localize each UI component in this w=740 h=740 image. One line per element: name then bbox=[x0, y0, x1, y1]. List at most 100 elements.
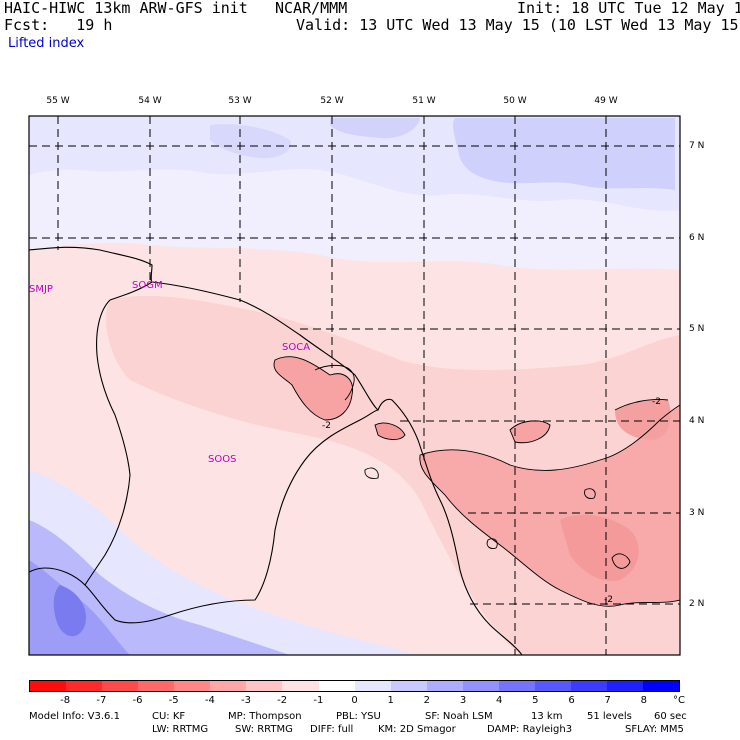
colorbar-tick-label: 8 bbox=[640, 695, 648, 706]
contour-label: -2 bbox=[652, 397, 661, 407]
colorbar-swatch bbox=[174, 681, 211, 691]
lat-label: 7 N bbox=[689, 141, 705, 151]
init-time: Init: 18 UTC Tue 12 May 15 bbox=[517, 0, 740, 17]
colorbar-swatch bbox=[102, 681, 139, 691]
model-info-item: SW: RRTMG bbox=[235, 724, 293, 735]
contour-label: -2 bbox=[604, 595, 613, 605]
lon-label: 53 W bbox=[228, 96, 252, 106]
station-soca: SOCA bbox=[282, 342, 310, 353]
field-neg2-patch-e bbox=[560, 514, 639, 581]
model-info-item: MP: Thompson bbox=[228, 711, 302, 722]
colorbar-tick-label: 2 bbox=[423, 695, 431, 706]
colorbar-tick-label: 7 bbox=[604, 695, 611, 706]
model-info-item: 13 km bbox=[531, 711, 563, 722]
colorbar-tick-label: 1 bbox=[387, 695, 394, 706]
colorbar-swatch bbox=[318, 681, 355, 691]
field-neg2-patch-a bbox=[273, 356, 353, 420]
colorbar-tick-label: -3 bbox=[241, 695, 251, 706]
contour-neg2-c bbox=[509, 420, 551, 444]
lat-label: 3 N bbox=[689, 508, 705, 518]
model-info-item: KM: 2D Smagor bbox=[378, 724, 456, 735]
model-info-item: PBL: YSU bbox=[336, 711, 381, 722]
coastline bbox=[29, 246, 523, 655]
forecast-hour: Fcst: 19 h bbox=[4, 16, 113, 34]
contour-label: -2 bbox=[322, 421, 331, 431]
field-blue-north-patch bbox=[330, 118, 420, 139]
lon-label: 55 W bbox=[46, 96, 70, 106]
lon-label: 54 W bbox=[138, 96, 162, 106]
border-suriname-brazil bbox=[29, 299, 131, 586]
colorbar-tick-label: 6 bbox=[568, 695, 575, 706]
station-smjp: SMJP bbox=[29, 284, 53, 295]
lon-label: 49 W bbox=[594, 96, 618, 106]
colorbar-swatch bbox=[534, 681, 571, 691]
model-info-item: LW: RRTMG bbox=[152, 724, 209, 735]
contour-neg2-b-south bbox=[444, 494, 680, 607]
contour-neg2-d bbox=[614, 399, 669, 411]
colorbar-tick-label: -4 bbox=[204, 695, 215, 706]
colorbar-swatch bbox=[138, 681, 175, 691]
colorbar-tick-label: 4 bbox=[495, 695, 503, 706]
contour-neg2-i bbox=[611, 553, 631, 569]
colorbar-swatch bbox=[246, 681, 283, 691]
colorbar-swatch bbox=[30, 681, 67, 691]
colorbar-swatch bbox=[570, 681, 607, 691]
contour-neg2-h bbox=[584, 488, 596, 499]
colorbar-swatch bbox=[354, 681, 391, 691]
colorbar-tick-label: 0 bbox=[351, 695, 358, 706]
contour-neg2-f bbox=[374, 422, 406, 440]
colorbar-tick-label: -6 bbox=[132, 695, 143, 706]
colorbar bbox=[29, 680, 680, 692]
colorbar-swatch bbox=[462, 681, 499, 691]
field-blue-north-patch2 bbox=[210, 124, 291, 159]
valid-time: Valid: 13 UTC Wed 13 May 15 (10 LST Wed … bbox=[296, 16, 740, 34]
org-label: NCAR/MMM bbox=[275, 0, 348, 17]
model-info-item: CU: KF bbox=[152, 711, 186, 722]
station-sogm: SOGM bbox=[132, 280, 163, 291]
lon-label: 50 W bbox=[503, 96, 527, 106]
colorbar-unit: °C bbox=[673, 695, 685, 706]
model-info-item: 60 sec bbox=[654, 711, 687, 722]
lon-label: 51 W bbox=[412, 96, 436, 106]
graticule bbox=[29, 116, 680, 655]
model-info-item: DIFF: full bbox=[310, 724, 354, 735]
station-soos: SOOS bbox=[208, 454, 236, 465]
lat-label: 4 N bbox=[689, 416, 705, 426]
border-suriname-fg bbox=[109, 281, 153, 301]
colorbar-tick-label: -5 bbox=[168, 695, 179, 706]
field-neg2-patch-c bbox=[510, 420, 550, 443]
colorbar-tick-label: -1 bbox=[313, 695, 324, 706]
contour-neg2-b-west bbox=[419, 454, 446, 496]
colorbar-swatch bbox=[66, 681, 103, 691]
colorbar-tick-label: -7 bbox=[96, 695, 107, 706]
contour-neg2-g bbox=[364, 467, 379, 479]
contour-neg2-a bbox=[273, 356, 353, 421]
field-blue-northeast bbox=[453, 118, 675, 190]
colorbar-swatch bbox=[426, 681, 463, 691]
model-info-item: DAMP: Rayleigh3 bbox=[487, 724, 573, 735]
colorbar-swatch bbox=[607, 681, 644, 691]
colorbar-tick-label: -8 bbox=[60, 695, 71, 706]
colorbar-swatch bbox=[210, 681, 247, 691]
colorbar-swatch bbox=[390, 681, 427, 691]
colorbar-swatch bbox=[498, 681, 535, 691]
model-info-item: SF: Noah LSM bbox=[425, 711, 493, 722]
model-info-item: Model Info: V3.6.1 bbox=[29, 711, 120, 722]
map-frame bbox=[28, 115, 681, 656]
lon-label: 52 W bbox=[320, 96, 344, 106]
colorbar-tick-label: 5 bbox=[532, 695, 539, 706]
colorbar-tick-label: 3 bbox=[459, 695, 467, 706]
colorbar-swatch bbox=[643, 681, 680, 691]
model-info-item: 51 levels bbox=[587, 711, 632, 722]
colorbar-tick-label: -2 bbox=[277, 695, 288, 706]
lat-label: 5 N bbox=[689, 324, 705, 334]
lat-label: 6 N bbox=[689, 233, 705, 243]
field-neg2-patch-d bbox=[615, 399, 671, 440]
contour-neg2-j bbox=[486, 538, 498, 549]
colorbar-swatch bbox=[282, 681, 319, 691]
contour-neg2-b-north bbox=[419, 404, 680, 471]
model-title: HAIC-HIWC 13km ARW-GFS init bbox=[4, 0, 248, 17]
model-info-item: SFLAY: MM5 bbox=[625, 724, 684, 735]
field-name: Lifted index bbox=[8, 36, 85, 51]
